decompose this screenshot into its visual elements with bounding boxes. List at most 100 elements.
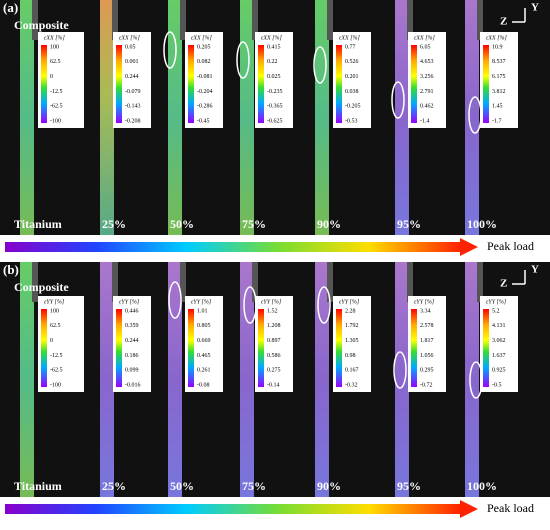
colorbar-tick: 0.275 xyxy=(267,368,281,374)
colorbar xyxy=(411,309,417,387)
colorbar-tick: 0.586 xyxy=(267,353,281,359)
colorbar-tick: 0.462 xyxy=(420,104,434,110)
colorbar-tick: 3.34 xyxy=(420,308,431,314)
grip xyxy=(327,0,333,40)
colorbar-tick: -0.72 xyxy=(420,382,433,388)
top-label: Composite xyxy=(14,18,69,32)
colorbar-tick: -1.4 xyxy=(420,118,430,124)
grip xyxy=(32,0,38,40)
load-label: 90% xyxy=(317,217,341,231)
colorbar-tick: -12.5 xyxy=(50,89,63,95)
hotspot-circle xyxy=(168,281,182,319)
colorbar-tick: -0.143 xyxy=(125,104,141,110)
load-arrow-head xyxy=(460,500,478,518)
specimen-strip xyxy=(20,0,34,235)
load-arrow-head xyxy=(460,238,478,256)
colorbar-title: εYY [%] xyxy=(339,299,360,305)
colorbar-tick: -62.5 xyxy=(50,368,63,374)
colorbar-title: εXX [%] xyxy=(191,35,213,41)
colorbar-tick: 1.01 xyxy=(197,308,208,314)
grip xyxy=(477,262,483,302)
specimen-strip xyxy=(168,0,182,235)
colorbar xyxy=(258,309,264,387)
hotspot-circle xyxy=(313,46,327,84)
colorbar-tick: 0.669 xyxy=(197,338,211,344)
colorbar-tick: -0.204 xyxy=(197,89,213,95)
specimen-strip xyxy=(395,0,409,235)
grip xyxy=(407,0,413,40)
axis-z: Z xyxy=(500,278,507,290)
colorbar-tick: 0.925 xyxy=(492,368,506,374)
colorbar-tick: 0.261 xyxy=(197,368,211,374)
colorbar-tick: 0.167 xyxy=(345,368,359,374)
colorbar-title: εXX [%] xyxy=(339,35,361,41)
colorbar-tick: 0.082 xyxy=(197,59,211,65)
colorbar-tick: 8.537 xyxy=(492,59,506,65)
colorbar-tick: -0.079 xyxy=(125,89,141,95)
colorbar-tick: 2.578 xyxy=(420,323,434,329)
colorbar-tick: 0.244 xyxy=(125,74,139,80)
colorbar-tick: 0.526 xyxy=(345,59,359,65)
specimen-strip xyxy=(395,262,409,497)
grip xyxy=(180,0,186,40)
hotspot-circle xyxy=(317,286,331,324)
colorbar-tick: 3.062 xyxy=(492,338,506,344)
colorbar-title: εXX [%] xyxy=(44,35,66,41)
colorbar-tick: 0.186 xyxy=(125,353,139,359)
specimen-strip xyxy=(100,0,114,235)
colorbar-tick: 10.9 xyxy=(492,44,503,50)
colorbar-tick: 3.812 xyxy=(492,89,506,95)
colorbar-tick: -0.016 xyxy=(125,382,141,388)
colorbar xyxy=(116,45,122,123)
axis-z: Z xyxy=(500,16,507,28)
colorbar-tick: -62.5 xyxy=(50,104,63,110)
colorbar-tick: 0.205 xyxy=(197,44,211,50)
colorbar-tick: -0.45 xyxy=(197,118,210,124)
specimen-strip xyxy=(315,0,329,235)
colorbar-tick: 4.653 xyxy=(420,59,434,65)
grip xyxy=(327,262,333,302)
load-arrow xyxy=(5,504,460,514)
colorbar-tick: -0.53 xyxy=(345,118,358,124)
colorbar-title: εYY [%] xyxy=(44,299,65,305)
hotspot-circle xyxy=(391,81,405,119)
colorbar-tick: 0.099 xyxy=(125,368,139,374)
colorbar-tick: 1.817 xyxy=(420,338,434,344)
colorbar-title: εXX [%] xyxy=(119,35,141,41)
colorbar-tick: 100 xyxy=(50,308,59,314)
colorbar xyxy=(188,309,194,387)
colorbar-tick: -100 xyxy=(50,382,61,388)
colorbar-tick: 0.805 xyxy=(197,323,211,329)
colorbar-tick: 1.208 xyxy=(267,323,281,329)
colorbar-tick: 0.001 xyxy=(125,59,139,65)
colorbar-tick: 0.98 xyxy=(345,353,356,359)
grip xyxy=(252,262,258,302)
colorbar-tick: 1.45 xyxy=(492,104,503,110)
colorbar-tick: -0.235 xyxy=(267,89,283,95)
top-label: Composite xyxy=(14,280,69,294)
colorbar xyxy=(336,309,342,387)
axis-y: Y xyxy=(531,264,539,276)
bottom-label: Titanium xyxy=(14,217,62,231)
colorbar-tick: -100 xyxy=(50,118,61,124)
load-label: 90% xyxy=(317,479,341,493)
colorbar-title: εYY [%] xyxy=(486,299,507,305)
colorbar-tick: 1.792 xyxy=(345,323,359,329)
colorbar-tick: 62.5 xyxy=(50,59,61,65)
colorbar-tick: 0.77 xyxy=(345,44,356,50)
colorbar-title: εXX [%] xyxy=(486,35,508,41)
panel-label: (a) xyxy=(3,0,18,15)
bottom-label: Titanium xyxy=(14,479,62,493)
colorbar-tick: -0.32 xyxy=(345,382,358,388)
colorbar-tick: 0.295 xyxy=(420,368,434,374)
specimen-strip xyxy=(315,262,329,497)
colorbar xyxy=(41,45,47,123)
colorbar-tick: 1.305 xyxy=(345,338,359,344)
grip xyxy=(477,0,483,40)
specimen-strip xyxy=(20,262,34,497)
colorbar xyxy=(411,45,417,123)
colorbar-tick: 100 xyxy=(50,44,59,50)
hotspot-circle xyxy=(163,31,177,69)
colorbar xyxy=(483,45,489,123)
specimen-strip xyxy=(465,0,479,235)
